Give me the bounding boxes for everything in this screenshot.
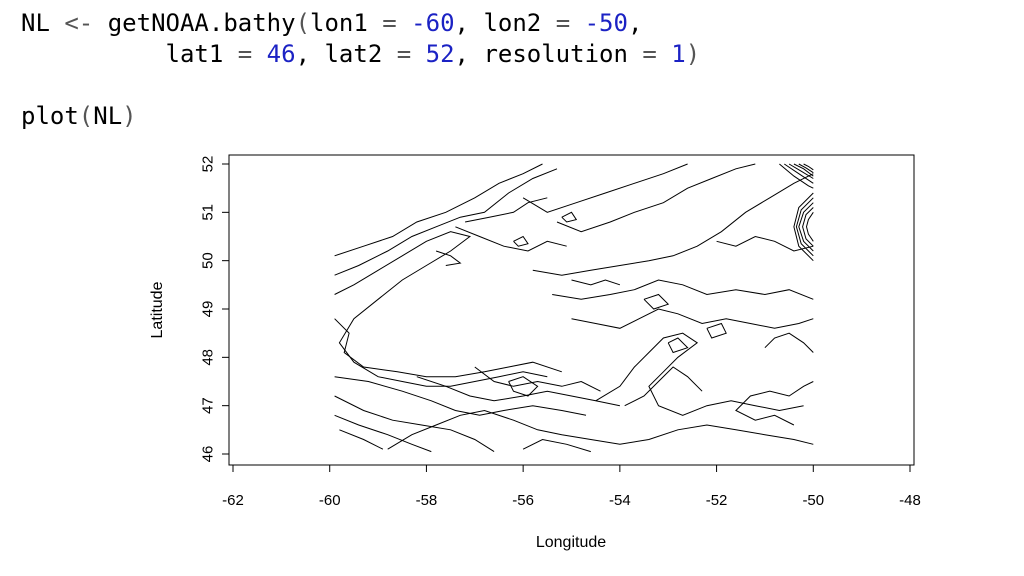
y-tick-label: 47 bbox=[200, 397, 217, 414]
code-token: , bbox=[454, 40, 469, 68]
contour-line bbox=[788, 163, 814, 179]
y-axis: 46 47 48 49 50 51 52 bbox=[200, 156, 230, 463]
code-token: = bbox=[382, 9, 397, 37]
contour-line bbox=[643, 293, 670, 310]
contour-line bbox=[532, 173, 814, 276]
contour-line bbox=[387, 409, 814, 450]
contour-line bbox=[784, 163, 814, 184]
contour-line bbox=[795, 197, 814, 257]
contour-line bbox=[802, 207, 814, 247]
code-token: ( bbox=[295, 9, 311, 37]
contour-line bbox=[624, 366, 703, 407]
contour-line bbox=[793, 192, 814, 262]
x-axis-label: Longitude bbox=[536, 534, 606, 551]
y-tick-label: 52 bbox=[200, 156, 217, 173]
contour-line bbox=[798, 163, 814, 174]
plot-frame bbox=[228, 154, 915, 466]
contour-line bbox=[339, 429, 384, 450]
code-token: = bbox=[396, 40, 412, 68]
x-axis: -62 -60 -58 -56 -54 -52 -50 -48 bbox=[222, 464, 921, 509]
x-tick-label: -58 bbox=[416, 492, 438, 509]
code-token: , bbox=[454, 9, 469, 37]
x-tick-label: -52 bbox=[706, 492, 728, 509]
code-token: lat2 bbox=[324, 40, 383, 68]
code-token: lat1 bbox=[165, 40, 224, 68]
contour-line bbox=[416, 376, 620, 407]
contour-line bbox=[334, 414, 432, 453]
code-line-1: NL <- getNOAA.bathy(lon1 = -60, lon2 = -… bbox=[21, 8, 700, 39]
code-number: -60 bbox=[411, 9, 455, 37]
code-token: = bbox=[555, 9, 571, 37]
x-tick-label: -48 bbox=[899, 492, 921, 509]
contour-line bbox=[435, 250, 462, 266]
x-tick-label: -56 bbox=[512, 492, 534, 509]
code-token: ) bbox=[685, 40, 701, 68]
code-number: 46 bbox=[266, 40, 296, 68]
x-tick-label: -50 bbox=[802, 492, 824, 509]
contour-line bbox=[716, 235, 814, 252]
contour-line bbox=[805, 212, 814, 242]
contour-line bbox=[522, 438, 591, 453]
contour-line bbox=[779, 163, 814, 189]
contour-line bbox=[334, 376, 587, 416]
y-tick-label: 48 bbox=[200, 349, 217, 366]
code-token: , bbox=[295, 40, 311, 68]
x-tick-label: -62 bbox=[222, 492, 244, 509]
contour-line bbox=[522, 163, 688, 213]
code-token: NL bbox=[21, 9, 50, 37]
code-token: plot bbox=[21, 102, 79, 130]
contour-line bbox=[334, 163, 543, 257]
contour-line bbox=[474, 366, 601, 392]
contour-line bbox=[334, 395, 495, 453]
x-tick-label: -54 bbox=[609, 492, 631, 509]
contour-line bbox=[571, 308, 814, 329]
contour-line bbox=[508, 376, 539, 397]
contour-line bbox=[571, 279, 621, 286]
y-tick-label: 51 bbox=[200, 204, 217, 221]
y-tick-label: 49 bbox=[200, 301, 217, 318]
contour-line bbox=[556, 163, 756, 233]
contour-line bbox=[561, 211, 578, 223]
contour-line bbox=[735, 381, 814, 426]
code-token: ( bbox=[78, 102, 94, 130]
contour-lines bbox=[334, 163, 814, 453]
code-number: -50 bbox=[584, 9, 628, 37]
y-axis-label: Latitude bbox=[149, 281, 166, 338]
contour-line bbox=[334, 168, 558, 276]
y-tick-label: 46 bbox=[200, 446, 217, 463]
contour-line bbox=[465, 197, 548, 223]
contour-line bbox=[334, 318, 562, 378]
contour-line bbox=[513, 235, 529, 247]
code-block: NL <- getNOAA.bathy(lon1 = -60, lon2 = -… bbox=[21, 8, 700, 132]
code-number: 52 bbox=[425, 40, 455, 68]
code-token: ) bbox=[122, 102, 137, 130]
contour-line bbox=[667, 337, 689, 354]
code-token: , bbox=[627, 9, 643, 37]
code-token: = bbox=[237, 40, 253, 68]
contour-line bbox=[595, 332, 804, 416]
code-token: getNOAA.bathy bbox=[107, 9, 296, 37]
code-token: resolution bbox=[483, 40, 628, 68]
code-token: NL bbox=[93, 102, 123, 130]
x-tick-label: -60 bbox=[319, 492, 341, 509]
contour-line bbox=[793, 163, 814, 177]
contour-line bbox=[552, 279, 814, 300]
code-line-3: plot(NL) bbox=[21, 101, 700, 132]
contour-line bbox=[803, 163, 814, 171]
code-token: lon1 bbox=[310, 9, 368, 37]
contour-line bbox=[706, 322, 727, 339]
contour-line bbox=[764, 332, 814, 353]
contour-line bbox=[334, 231, 548, 387]
contour-line bbox=[455, 226, 567, 252]
code-number: 1 bbox=[671, 40, 686, 68]
code-token: <- bbox=[64, 9, 94, 37]
code-line-2: lat1 = 46, lat2 = 52, resolution = 1) bbox=[21, 39, 701, 70]
code-token: lon2 bbox=[483, 9, 542, 37]
contour-line bbox=[798, 202, 814, 252]
y-tick-label: 50 bbox=[200, 252, 217, 269]
code-token: = bbox=[642, 40, 657, 68]
